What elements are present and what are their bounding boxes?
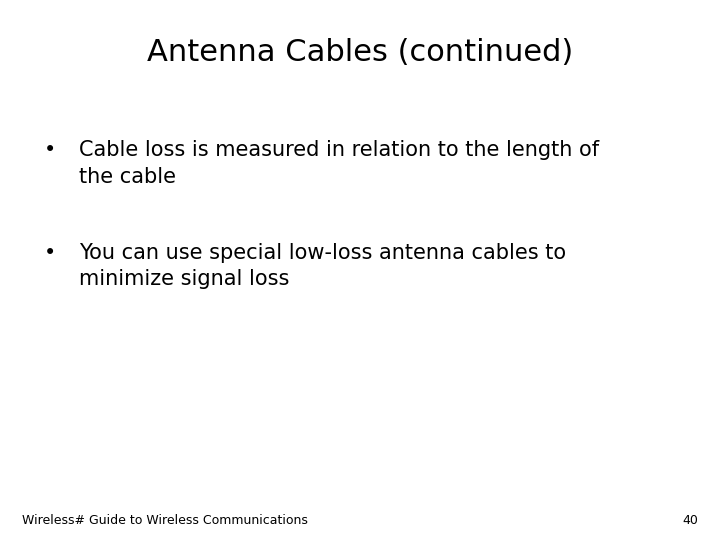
Text: You can use special low-loss antenna cables to
minimize signal loss: You can use special low-loss antenna cab…	[79, 243, 567, 289]
Text: •: •	[44, 140, 57, 160]
Text: 40: 40	[683, 514, 698, 526]
Text: •: •	[44, 243, 57, 263]
Text: Antenna Cables (continued): Antenna Cables (continued)	[147, 38, 573, 67]
Text: Cable loss is measured in relation to the length of
the cable: Cable loss is measured in relation to th…	[79, 140, 599, 187]
Text: Wireless# Guide to Wireless Communications: Wireless# Guide to Wireless Communicatio…	[22, 514, 307, 526]
